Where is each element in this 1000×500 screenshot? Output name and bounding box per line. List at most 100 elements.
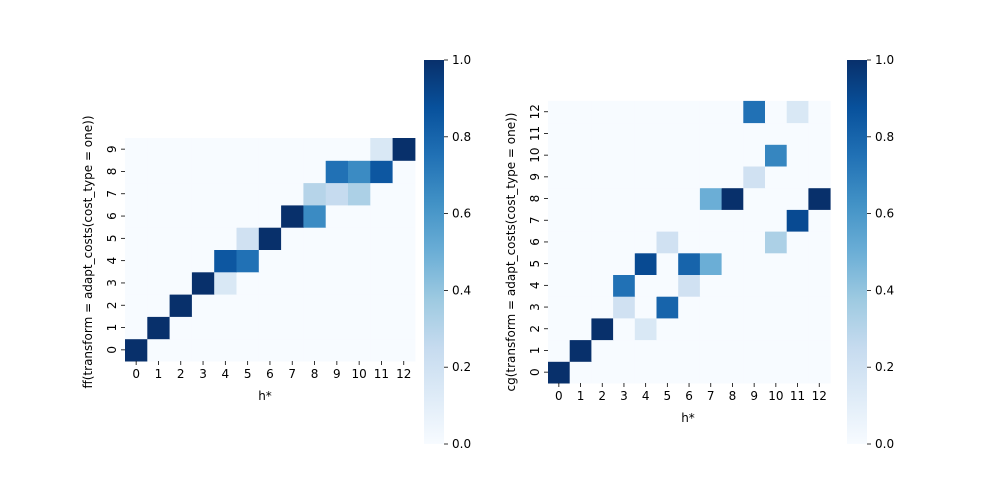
heatmap-right-cell: [634, 100, 657, 124]
heatmap-left-cell: [214, 227, 237, 250]
heatmap-left-cell: [325, 271, 349, 295]
heatmap-right-cell: [548, 231, 571, 254]
heatmap-right-cell: [678, 231, 701, 254]
heatmap-left-cell: [392, 160, 416, 184]
heatmap-right-cell: [591, 187, 614, 210]
heatmap-left-cell: [169, 138, 193, 161]
heatmap-left-cell: [169, 271, 193, 295]
heatmap-right-cell: [613, 296, 636, 319]
colorbar-left-tick-label: 0.2: [452, 360, 471, 374]
heatmap-left-cell: [147, 338, 171, 362]
heatmap-left-cell: [303, 160, 327, 184]
heatmap-right-cell: [699, 296, 723, 319]
heatmap-left-x-tick-label: 5: [244, 367, 252, 381]
heatmap-left-cells: [125, 138, 416, 362]
heatmap-right-x-label: h*: [681, 411, 695, 425]
heatmap-right-x-tick-label: 11: [790, 389, 805, 403]
heatmap-left-cell: [214, 138, 237, 161]
heatmap-left-cell: [325, 204, 349, 228]
heatmap-right-x-tick-label: 12: [812, 389, 827, 403]
heatmap-left-cell: [125, 204, 148, 228]
heatmap-left-cell: [147, 294, 171, 317]
heatmap-left-cell: [303, 294, 327, 317]
colorbar-left-ticks: 0.0 0.2 0.4 0.6 0.8 1.0: [444, 53, 471, 451]
heatmap-left-cell: [303, 316, 327, 340]
heatmap-left-cell: [392, 294, 416, 317]
heatmap-left-x-tick-label: 12: [396, 367, 411, 381]
heatmap-left-cell: [147, 182, 171, 206]
heatmap-right-y-tick-label: 6: [528, 238, 542, 246]
heatmap-right-cell: [548, 209, 571, 232]
heatmap-left-y-label: ff(transform = adapt_costs(cost_type = o…: [81, 115, 95, 388]
heatmap-right-cell: [656, 317, 679, 341]
heatmap-right-cell: [765, 122, 788, 145]
heatmap-right-cell: [765, 187, 788, 210]
heatmap-left-cell: [370, 182, 394, 206]
heatmap-right-cell: [765, 339, 788, 362]
heatmap-left-x-tick-label: 4: [222, 367, 230, 381]
heatmap-left-cell: [325, 249, 349, 273]
heatmap-right-cell: [699, 339, 723, 362]
heatmap-left-cell: [236, 249, 260, 273]
heatmap-right-cell: [678, 187, 701, 210]
heatmap-right-cell: [765, 100, 788, 124]
heatmap-left-cell: [370, 204, 394, 228]
heatmap-right-cell: [699, 100, 723, 124]
heatmap-right-cell: [591, 231, 614, 254]
heatmap-left-cell: [191, 271, 215, 295]
heatmap-left-cell: [214, 294, 237, 317]
heatmap-right-cell: [743, 100, 766, 124]
heatmap-right-cell: [786, 361, 809, 384]
colorbar-left: 0.0 0.2 0.4 0.6 0.8 1.0: [424, 53, 471, 451]
heatmap-right-cell: [743, 144, 766, 167]
heatmap-left-cell: [370, 138, 394, 161]
heatmap-right-cell: [656, 209, 679, 232]
heatmap-right-cell: [591, 100, 614, 124]
heatmap-left-cell: [258, 271, 282, 295]
heatmap-right-cell: [743, 339, 766, 362]
heatmap-left-y-tick-label: 7: [105, 190, 119, 198]
heatmap-right-cell: [613, 187, 636, 210]
heatmap-left-cell: [214, 160, 237, 184]
heatmap-left-cell: [303, 138, 327, 161]
heatmap-left-cell: [258, 182, 282, 206]
heatmap-left-cell: [303, 204, 327, 228]
heatmap-left-x-tick-label: 1: [155, 367, 163, 381]
heatmap-left-cell: [303, 249, 327, 273]
heatmap-left-cell: [348, 338, 371, 362]
colorbar-left-gradient: [424, 60, 444, 444]
heatmap-right-cell: [613, 166, 636, 189]
heatmap-right-cell: [786, 209, 809, 232]
heatmap-right-cell: [808, 144, 831, 167]
heatmap-right-cell: [699, 231, 723, 254]
heatmap-left-x-tick-label: 3: [199, 367, 207, 381]
heatmap-right-cell: [678, 209, 701, 232]
heatmap-left-cell: [169, 182, 193, 206]
heatmap-left-cell: [348, 204, 371, 228]
heatmap-right-cell: [721, 339, 744, 362]
heatmap-left-cell: [281, 271, 304, 295]
heatmap-right-cell: [786, 339, 809, 362]
heatmap-right-cell: [743, 231, 766, 254]
colorbar-left-tick-label: 0.6: [452, 207, 471, 221]
heatmap-right-x-tick-label: 5: [664, 389, 672, 403]
heatmap-right-cell: [634, 209, 657, 232]
heatmap-left-cell: [281, 227, 304, 250]
heatmap-right-cell: [634, 144, 657, 167]
heatmap-left-cell: [392, 316, 416, 340]
heatmap-right-cell: [743, 166, 766, 189]
heatmap-left-cell: [258, 160, 282, 184]
heatmap-right-cell: [591, 339, 614, 362]
heatmap-left-y-tick-label: 0: [105, 346, 119, 354]
heatmap-left-cell: [191, 182, 215, 206]
heatmap-right-cell: [808, 339, 831, 362]
heatmap-right-cell: [569, 252, 592, 275]
heatmap-left-cell: [370, 271, 394, 295]
heatmap-left-cell: [370, 249, 394, 273]
heatmap-right-y-tick-label: 12: [528, 104, 542, 119]
colorbar-right-gradient: [847, 60, 867, 444]
heatmap-right-cell: [569, 296, 592, 319]
heatmap-left-cell: [169, 227, 193, 250]
heatmap-right-cell: [634, 166, 657, 189]
